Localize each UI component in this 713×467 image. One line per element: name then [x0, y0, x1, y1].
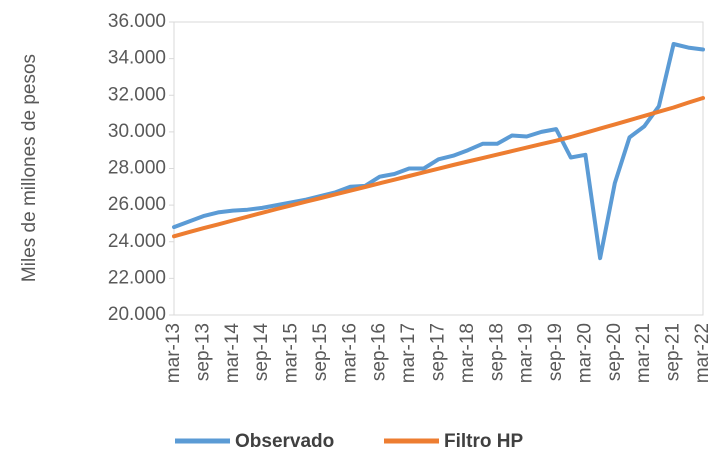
x-tick-label: mar-16	[339, 323, 360, 383]
series-line	[172, 96, 705, 239]
x-tick-label: mar-15	[281, 323, 302, 383]
y-tick-label: 32.000	[108, 84, 166, 105]
x-tick-label: sep-15	[310, 323, 331, 381]
x-tick-label: sep-13	[192, 323, 213, 381]
x-tick-label: mar-18	[457, 323, 478, 383]
x-tick-label: sep-17	[428, 323, 449, 381]
x-tick-label: mar-22	[692, 323, 713, 383]
y-tick-label: 26.000	[108, 194, 166, 215]
x-tick-label: sep-18	[486, 323, 507, 381]
x-tick-label: mar-21	[633, 323, 654, 383]
legend-label: Filtro HP	[444, 431, 523, 452]
legend-label: Observado	[235, 431, 334, 452]
y-tick-label: 22.000	[108, 267, 166, 288]
series-line	[172, 42, 705, 261]
y-tick-label: 36.000	[108, 11, 166, 32]
x-tick-label: sep-19	[545, 323, 566, 381]
y-tick-label: 24.000	[108, 231, 166, 252]
y-tick-label: 28.000	[108, 158, 166, 179]
x-tick-label: sep-20	[604, 323, 625, 381]
x-tick-label: sep-14	[251, 323, 272, 382]
x-tick-label: mar-14	[222, 323, 243, 384]
y-tick-label: 30.000	[108, 121, 166, 142]
x-tick-label: mar-17	[398, 323, 419, 383]
x-tick-label: mar-13	[163, 323, 184, 383]
y-axis-label: Miles de millones de pesos	[19, 54, 40, 282]
x-tick-label: sep-16	[369, 323, 390, 381]
y-tick-label: 34.000	[108, 48, 166, 69]
x-tick-label: mar-20	[574, 323, 595, 383]
x-tick-label: sep-21	[663, 323, 684, 381]
y-tick-label: 20.000	[108, 304, 166, 325]
x-tick-label: mar-19	[516, 323, 537, 383]
